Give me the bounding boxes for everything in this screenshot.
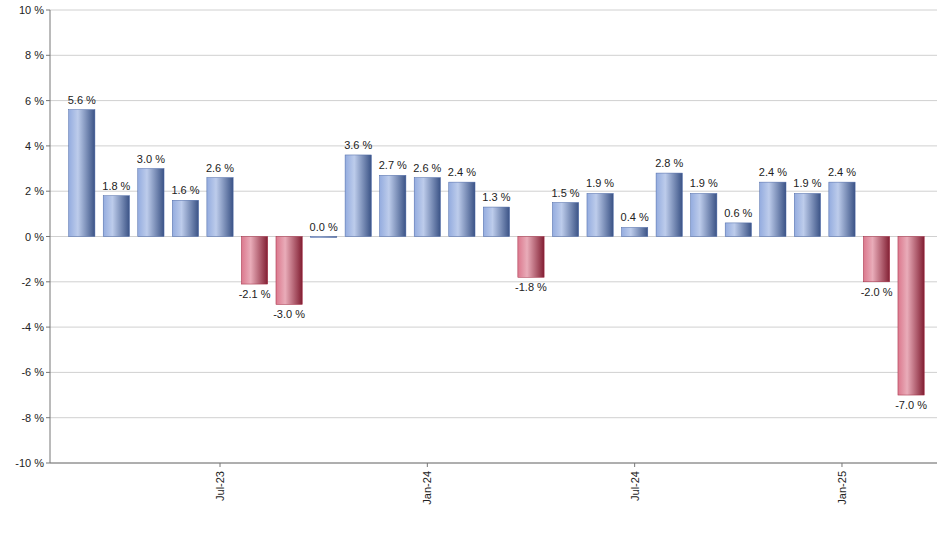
data-label: 1.9 % — [586, 177, 614, 189]
y-tick-label: -8 % — [21, 412, 44, 424]
bar — [69, 110, 95, 237]
grid-line — [50, 463, 937, 464]
grid-line — [50, 372, 937, 373]
y-tick — [46, 55, 50, 56]
y-tick-label: 0 % — [25, 231, 44, 243]
labels: 5.6 % 1.8 % 3.0 % 1.6 % 2.6 % -2.1 %-3.0 % 0.0… — [68, 94, 927, 411]
data-label: 1.8 % — [102, 180, 130, 192]
y-tick — [46, 145, 50, 146]
bar — [622, 227, 648, 236]
y-tick — [46, 417, 50, 418]
bar — [380, 175, 406, 236]
bar — [898, 237, 924, 396]
bar — [138, 169, 164, 237]
data-label: 1.6 % — [171, 184, 199, 196]
y-tick-label: -6 % — [21, 366, 44, 378]
y-tick — [46, 327, 50, 328]
data-label: 1.9 % — [793, 177, 821, 189]
data-label: 0.4 % — [621, 211, 649, 223]
bar — [345, 155, 371, 237]
x-tick-label: Jul-24 — [629, 471, 641, 501]
bar — [207, 178, 233, 237]
bar — [103, 196, 129, 237]
data-label: -2.1 % — [239, 288, 271, 300]
y-tick — [46, 10, 50, 11]
grid-line — [50, 10, 937, 11]
data-label: -3.0 % — [273, 308, 305, 320]
grid-line — [50, 327, 937, 328]
bar — [863, 237, 889, 282]
y-axis — [50, 10, 51, 463]
y-tick-label: 8 % — [25, 49, 44, 61]
y-tick-label: -10 % — [15, 457, 44, 469]
y-tick-label: 2 % — [25, 185, 44, 197]
data-label: 3.0 % — [137, 153, 165, 165]
grid-line — [50, 100, 937, 101]
x-tick — [427, 463, 428, 467]
data-label: 5.6 % — [68, 94, 96, 106]
data-label: 1.3 % — [482, 191, 510, 203]
data-label: 2.6 % — [413, 162, 441, 174]
data-label: 2.4 % — [759, 166, 787, 178]
x-tick — [634, 463, 635, 467]
bar — [311, 237, 337, 238]
bar — [276, 237, 302, 305]
data-label: -7.0 % — [895, 399, 927, 411]
bar — [656, 173, 682, 236]
y-tick — [46, 100, 50, 101]
x-tick-label: Jul-23 — [214, 471, 226, 501]
y-tick-label: -2 % — [21, 276, 44, 288]
bar — [518, 237, 544, 278]
grid-line — [50, 55, 937, 56]
data-label: -1.8 % — [515, 281, 547, 293]
bar — [241, 237, 267, 285]
x-tick-label: Jan-24 — [421, 471, 433, 505]
bar — [172, 200, 198, 236]
grid-line — [50, 417, 937, 418]
bars — [69, 110, 925, 395]
y-tick — [46, 236, 50, 237]
x-tick — [220, 463, 221, 467]
data-label: 2.6 % — [206, 162, 234, 174]
bar — [725, 223, 751, 237]
data-label: 0.6 % — [724, 207, 752, 219]
data-label: 3.6 % — [344, 139, 372, 151]
bar — [760, 182, 786, 236]
grid-line — [50, 281, 937, 282]
bar — [829, 182, 855, 236]
bar — [691, 193, 717, 236]
y-tick-label: 4 % — [25, 140, 44, 152]
data-label: 2.4 % — [448, 166, 476, 178]
data-label: 2.8 % — [655, 157, 683, 169]
x-tick-label: Jan-25 — [836, 471, 848, 505]
bar — [483, 207, 509, 236]
y-tick — [46, 372, 50, 373]
grid-line — [50, 145, 937, 146]
data-label: 1.5 % — [551, 187, 579, 199]
data-label: 2.7 % — [379, 159, 407, 171]
y-tick-label: 6 % — [25, 95, 44, 107]
y-tick — [46, 463, 50, 464]
chart: -10 % -8 % -6 % -4 % -2 % 0 % 2 % 4 % 6 % 8 % 10 %… — [0, 0, 940, 550]
y-tick-label: -4 % — [21, 321, 44, 333]
data-label: 0.0 % — [310, 221, 338, 233]
y-tick — [46, 281, 50, 282]
data-label: -2.0 % — [861, 286, 893, 298]
bar — [414, 178, 440, 237]
data-label: 2.4 % — [828, 166, 856, 178]
y-tick-label: 10 % — [19, 4, 44, 16]
x-axis — [50, 463, 937, 464]
bar — [587, 193, 613, 236]
bar — [552, 203, 578, 237]
data-label: 1.9 % — [690, 177, 718, 189]
y-tick — [46, 191, 50, 192]
bar — [449, 182, 475, 236]
x-tick — [841, 463, 842, 467]
bar — [794, 193, 820, 236]
